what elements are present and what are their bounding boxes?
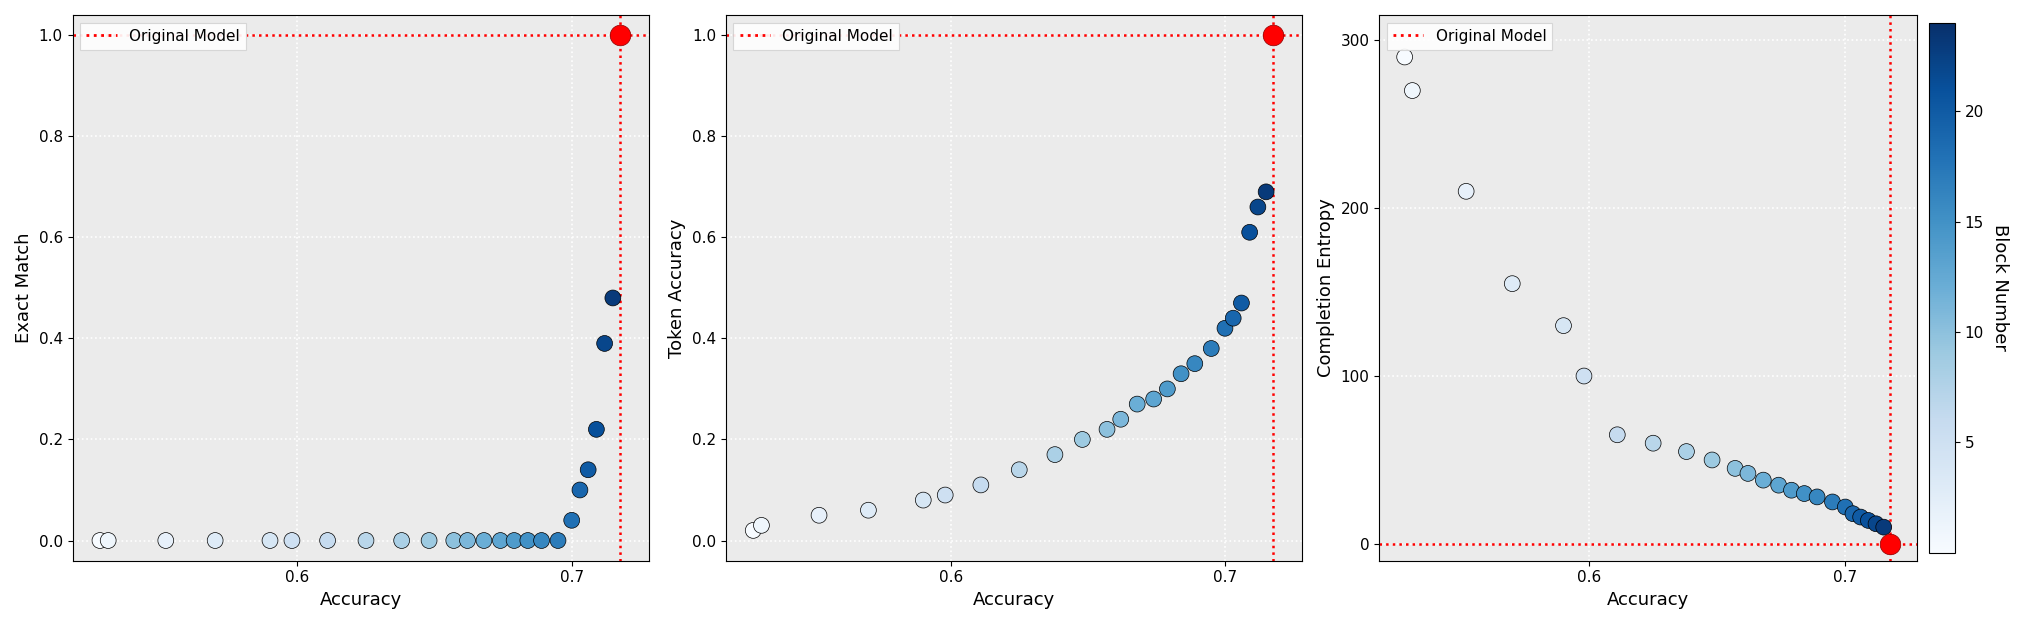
Point xyxy=(1637,438,1669,448)
Point xyxy=(736,525,769,535)
Point xyxy=(1835,509,1867,519)
Y-axis label: Exact Match: Exact Match xyxy=(14,233,32,343)
Point xyxy=(852,505,884,515)
Y-axis label: Block Number: Block Number xyxy=(1991,225,2009,351)
Point xyxy=(253,535,285,545)
Legend: Original Model: Original Model xyxy=(81,22,247,50)
Point xyxy=(1859,519,1892,529)
Point xyxy=(150,535,182,545)
Point xyxy=(1232,227,1264,237)
Point xyxy=(498,535,530,545)
Point xyxy=(744,520,777,530)
Point xyxy=(451,535,483,545)
Point xyxy=(1038,450,1070,460)
Point xyxy=(1151,384,1183,394)
Point xyxy=(1600,430,1633,440)
Legend: Original Model: Original Model xyxy=(732,22,898,50)
Point xyxy=(1165,369,1198,379)
Point xyxy=(1718,464,1750,474)
Point xyxy=(573,465,605,475)
Point xyxy=(526,535,558,545)
Point xyxy=(1216,313,1248,323)
Point xyxy=(1194,343,1226,353)
Point xyxy=(1568,371,1600,381)
Point xyxy=(384,535,417,545)
Point xyxy=(1066,434,1098,444)
Point xyxy=(512,535,544,545)
Point xyxy=(1815,497,1847,507)
X-axis label: Accuracy: Accuracy xyxy=(973,591,1054,609)
Y-axis label: Completion Entropy: Completion Entropy xyxy=(1317,198,1333,378)
Point xyxy=(437,535,469,545)
Point xyxy=(1003,465,1036,475)
Point xyxy=(1873,539,1906,549)
Point xyxy=(1695,455,1728,465)
Y-axis label: Token Accuracy: Token Accuracy xyxy=(668,218,686,358)
Point xyxy=(581,424,613,434)
Point xyxy=(1240,202,1272,212)
Point xyxy=(483,535,516,545)
Point xyxy=(554,515,587,525)
Point xyxy=(1388,52,1420,62)
Point xyxy=(929,490,961,500)
Point xyxy=(1867,522,1900,532)
Point xyxy=(1250,187,1283,197)
Point xyxy=(1786,489,1819,499)
Point xyxy=(1495,279,1527,289)
Point xyxy=(312,535,344,545)
Point xyxy=(1546,321,1578,331)
Point xyxy=(1105,414,1137,424)
Point xyxy=(803,510,835,520)
Point xyxy=(413,535,445,545)
Point xyxy=(350,535,382,545)
Point xyxy=(1762,480,1794,490)
Point xyxy=(906,495,939,505)
Point xyxy=(275,535,307,545)
Point xyxy=(83,535,115,545)
Point xyxy=(198,535,231,545)
Point xyxy=(1208,323,1240,333)
Point xyxy=(1800,492,1833,502)
Point xyxy=(1843,512,1875,522)
Point xyxy=(597,293,629,303)
Point xyxy=(1090,424,1123,434)
Point xyxy=(1746,475,1778,485)
Point xyxy=(1256,30,1289,40)
Point xyxy=(603,30,635,40)
Point xyxy=(589,338,621,348)
Point xyxy=(91,535,123,545)
Point xyxy=(1396,85,1428,95)
X-axis label: Accuracy: Accuracy xyxy=(320,591,401,609)
Point xyxy=(1177,359,1210,369)
Point xyxy=(1448,187,1481,197)
X-axis label: Accuracy: Accuracy xyxy=(1606,591,1689,609)
Legend: Original Model: Original Model xyxy=(1386,22,1552,50)
Point xyxy=(1669,447,1701,457)
Point xyxy=(542,535,575,545)
Point xyxy=(1732,469,1764,479)
Point xyxy=(1829,502,1861,512)
Point xyxy=(1121,399,1153,409)
Point xyxy=(467,535,500,545)
Point xyxy=(1137,394,1169,404)
Point xyxy=(1224,298,1256,308)
Point xyxy=(1774,485,1807,495)
Point xyxy=(564,485,597,495)
Point xyxy=(1851,515,1883,525)
Point xyxy=(965,480,997,490)
